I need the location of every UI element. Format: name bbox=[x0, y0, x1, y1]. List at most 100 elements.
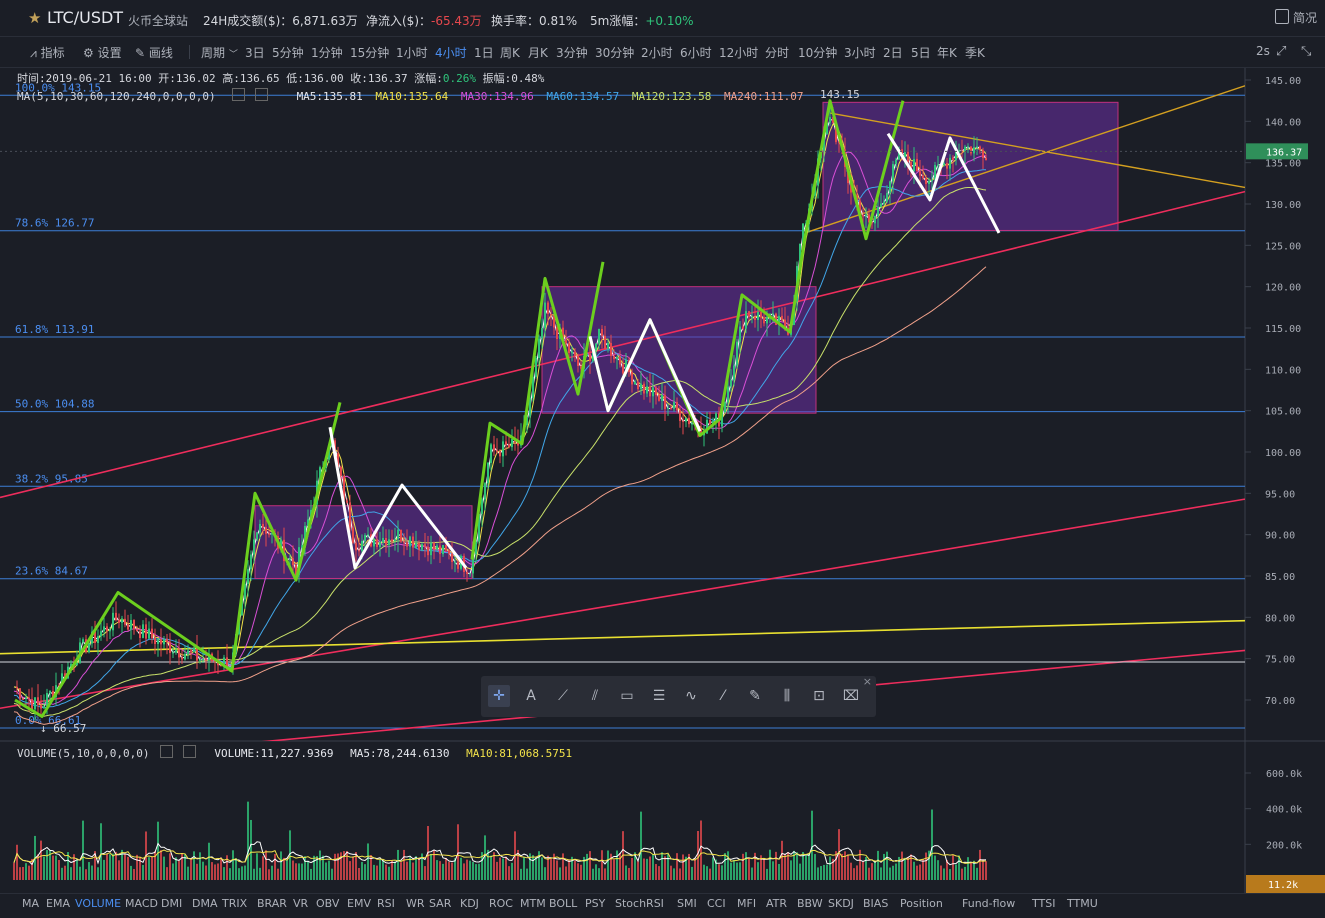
indicator-tab[interactable]: ATR bbox=[766, 897, 788, 910]
indicator-tab[interactable]: SAR bbox=[429, 897, 452, 910]
indicator-tab[interactable]: MFI bbox=[737, 897, 757, 910]
indicator-tab[interactable]: MTM bbox=[520, 897, 546, 910]
draw-line-button[interactable]: ✎ 画线 bbox=[135, 44, 173, 61]
period-tab[interactable]: 3日 bbox=[245, 46, 265, 60]
indicator-tab[interactable]: BIAS bbox=[863, 897, 889, 910]
close-value: 136.37 bbox=[367, 72, 408, 85]
kline-chart[interactable]: 100.0% 143.15 78.6% 126.77 61.8% 113.91 50.… bbox=[0, 68, 1325, 893]
wave-drawings[interactable] bbox=[14, 99, 1001, 718]
wave-icon[interactable]: ∿ bbox=[685, 688, 697, 704]
candle-body bbox=[766, 317, 768, 324]
zigzag-line[interactable] bbox=[14, 402, 342, 718]
lock-icon[interactable]: ⊡ bbox=[813, 688, 825, 704]
indicator-tab[interactable]: BOLL bbox=[549, 897, 578, 910]
period-tab[interactable]: 12小时 bbox=[719, 46, 759, 60]
settings-button[interactable]: ⚙ 设置 bbox=[83, 44, 122, 61]
indicator-tab[interactable]: ROC bbox=[489, 897, 513, 910]
trading-pair-title[interactable]: LTC/USDT bbox=[47, 8, 124, 27]
period-tab[interactable]: 1日 bbox=[474, 46, 494, 60]
pen-icon[interactable]: ✎ bbox=[749, 688, 761, 704]
close-icon[interactable]: × bbox=[862, 675, 872, 688]
indicator-tab[interactable]: SKDJ bbox=[828, 897, 854, 910]
trash-icon[interactable]: ⌧ bbox=[842, 688, 860, 704]
candle-body bbox=[721, 412, 723, 427]
trend-line[interactable] bbox=[0, 619, 1245, 655]
period-tab[interactable]: 10分钟 bbox=[798, 46, 838, 60]
period-tab[interactable]: 5分钟 bbox=[272, 46, 304, 60]
period-dropdown[interactable]: 周期 ﹀ bbox=[201, 44, 238, 61]
triangle-line[interactable] bbox=[829, 112, 1245, 189]
brush-icon[interactable]: ⫽ bbox=[591, 688, 599, 704]
favorite-star-icon[interactable]: ★ bbox=[28, 9, 42, 27]
period-tab[interactable]: 月K bbox=[528, 46, 548, 60]
indicator-tab[interactable]: BBW bbox=[797, 897, 823, 910]
volume-bar bbox=[175, 857, 177, 880]
indicator-tab[interactable]: TTSI bbox=[1032, 897, 1056, 910]
line-icon[interactable]: ⟋ bbox=[558, 688, 568, 704]
period-tab[interactable]: 15分钟 bbox=[350, 46, 390, 60]
indicator-tab[interactable]: VR bbox=[293, 897, 309, 910]
indicator-button[interactable]: ⩘ 指标 bbox=[30, 44, 65, 61]
period-tab[interactable]: 1小时 bbox=[396, 46, 428, 60]
range-box[interactable] bbox=[822, 101, 1119, 231]
volume-bar bbox=[424, 866, 426, 880]
period-tab[interactable]: 季K bbox=[965, 46, 985, 60]
period-tab[interactable]: 2小时 bbox=[641, 46, 673, 60]
indicator-tab[interactable]: VOLUME bbox=[75, 897, 122, 910]
indicator-tab[interactable]: MA bbox=[22, 897, 40, 910]
indicator-tab[interactable]: RSI bbox=[377, 897, 395, 910]
volume-settings-icon[interactable] bbox=[160, 745, 174, 758]
exit-fullscreen-icon[interactable]: ⤡ bbox=[1301, 44, 1312, 59]
period-tab[interactable]: 分时 bbox=[765, 46, 790, 60]
indicator-tab[interactable]: EMV bbox=[347, 897, 371, 910]
trend-line[interactable] bbox=[0, 190, 1245, 499]
indicator-tab[interactable]: StochRSI bbox=[615, 897, 664, 910]
zigzag-line[interactable] bbox=[470, 261, 605, 560]
ma-settings-icon[interactable] bbox=[232, 88, 246, 101]
zigzag-line[interactable] bbox=[886, 132, 1001, 234]
indicator-tab[interactable]: OBV bbox=[316, 897, 340, 910]
period-tab[interactable]: 30分钟 bbox=[595, 46, 635, 60]
period-tab[interactable]: 6小时 bbox=[680, 46, 712, 60]
indicator-tab[interactable]: Position bbox=[900, 897, 943, 910]
text-icon[interactable]: A bbox=[526, 688, 536, 704]
period-tab[interactable]: 2日 bbox=[883, 46, 903, 60]
indicator-tab[interactable]: MACD bbox=[125, 897, 158, 910]
candle-body bbox=[112, 612, 114, 631]
rectangle-icon[interactable]: ▭ bbox=[620, 688, 634, 704]
zigzag-line[interactable] bbox=[328, 426, 468, 570]
period-tab[interactable]: 3分钟 bbox=[556, 46, 588, 60]
period-tab[interactable]: 3小时 bbox=[844, 46, 876, 60]
pattern-icon[interactable]: ⫼ bbox=[783, 688, 791, 704]
indicator-tab[interactable]: WR bbox=[406, 897, 425, 910]
indicator-tab[interactable]: SMI bbox=[677, 897, 697, 910]
period-tab[interactable]: 周K bbox=[500, 46, 520, 60]
indicator-tab[interactable]: BRAR bbox=[257, 897, 287, 910]
volume-bar bbox=[220, 857, 222, 880]
indicator-tab[interactable]: DMA bbox=[192, 897, 218, 910]
trend-lines[interactable] bbox=[0, 85, 1245, 766]
indicator-tab[interactable]: CCI bbox=[707, 897, 726, 910]
volume-close-icon[interactable] bbox=[182, 745, 196, 758]
trend-line[interactable] bbox=[0, 498, 1245, 710]
simple-view-button[interactable]: 简况 bbox=[1274, 9, 1317, 26]
refresh-interval[interactable]: 2s bbox=[1256, 44, 1270, 58]
ruler-icon[interactable]: ⁄ bbox=[721, 688, 725, 704]
period-tab[interactable]: 年K bbox=[937, 46, 957, 60]
zigzag-line[interactable] bbox=[588, 318, 702, 432]
fib-icon[interactable]: ☰ bbox=[652, 688, 666, 704]
indicator-tab[interactable]: EMA bbox=[46, 897, 70, 910]
indicator-tab[interactable]: Fund-flow bbox=[962, 897, 1016, 910]
indicator-tab[interactable]: DMI bbox=[161, 897, 183, 910]
period-tab[interactable]: 1分钟 bbox=[311, 46, 343, 60]
period-tab[interactable]: 5日 bbox=[911, 46, 931, 60]
fullscreen-icon[interactable]: ⤢ bbox=[1276, 44, 1287, 59]
drawing-toolbar[interactable]: × ✛ A ⟋ ⫽ ▭ ☰ ∿ ⁄ ✎ ⫼ ⊡ ⌧ bbox=[481, 675, 876, 717]
period-tab-active[interactable]: 4小时 bbox=[435, 46, 467, 60]
ma-close-icon[interactable] bbox=[254, 88, 268, 101]
indicator-tab[interactable]: KDJ bbox=[460, 897, 479, 910]
indicator-tab[interactable]: TRIX bbox=[222, 897, 248, 910]
indicator-tab[interactable]: PSY bbox=[585, 897, 606, 910]
indicator-tab[interactable]: TTMU bbox=[1067, 897, 1098, 910]
crosshair-icon[interactable]: ✛ bbox=[488, 685, 510, 707]
